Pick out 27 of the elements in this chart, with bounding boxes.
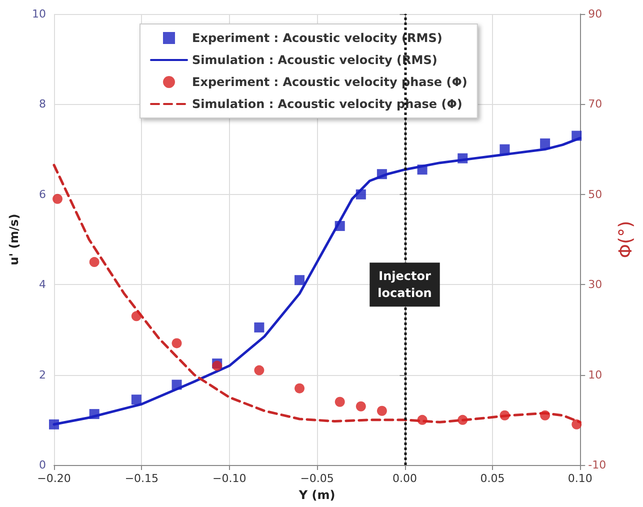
y2-tick-label: 30 bbox=[588, 278, 602, 292]
y2-tick-label: 70 bbox=[588, 98, 602, 111]
y2-tick-label: -10 bbox=[588, 458, 606, 472]
x-tick-label: −0.20 bbox=[37, 472, 71, 485]
y2-tick-label: 90 bbox=[588, 8, 602, 20]
legend-label: Experiment : Acoustic velocity (RMS) bbox=[192, 31, 442, 45]
x-axis-title: Y (m) bbox=[298, 488, 336, 502]
y-tick-label: 2 bbox=[39, 368, 46, 382]
legend-label: Simulation : Acoustic velocity phase (Φ) bbox=[192, 97, 462, 111]
y-tick-label: 10 bbox=[32, 8, 46, 20]
x-tick-label: −0.05 bbox=[300, 472, 334, 485]
legend-label: Simulation : Acoustic velocity (RMS) bbox=[192, 53, 438, 67]
x-tick-label: 0.05 bbox=[480, 472, 505, 485]
y-tick-label: 8 bbox=[39, 98, 46, 111]
x-tick-label: 0.00 bbox=[392, 472, 418, 485]
y2-tick-label: 10 bbox=[588, 368, 602, 382]
y-tick-label: 4 bbox=[39, 278, 46, 292]
x-tick-label: −0.10 bbox=[212, 472, 246, 485]
y2-axis-title: Φ(°) bbox=[616, 220, 636, 258]
ref-line-label: Injector location bbox=[378, 269, 432, 300]
y-tick-label: 0 bbox=[39, 458, 46, 472]
y-tick-label: 6 bbox=[39, 188, 46, 201]
legend-label: Experiment : Acoustic velocity phase (Φ) bbox=[192, 75, 468, 89]
x-tick-label: −0.15 bbox=[124, 472, 159, 485]
x-tick-label: 0.10 bbox=[568, 472, 592, 485]
y2-tick-label: 50 bbox=[588, 188, 602, 201]
y-axis-title: u' (m/s) bbox=[7, 214, 21, 266]
